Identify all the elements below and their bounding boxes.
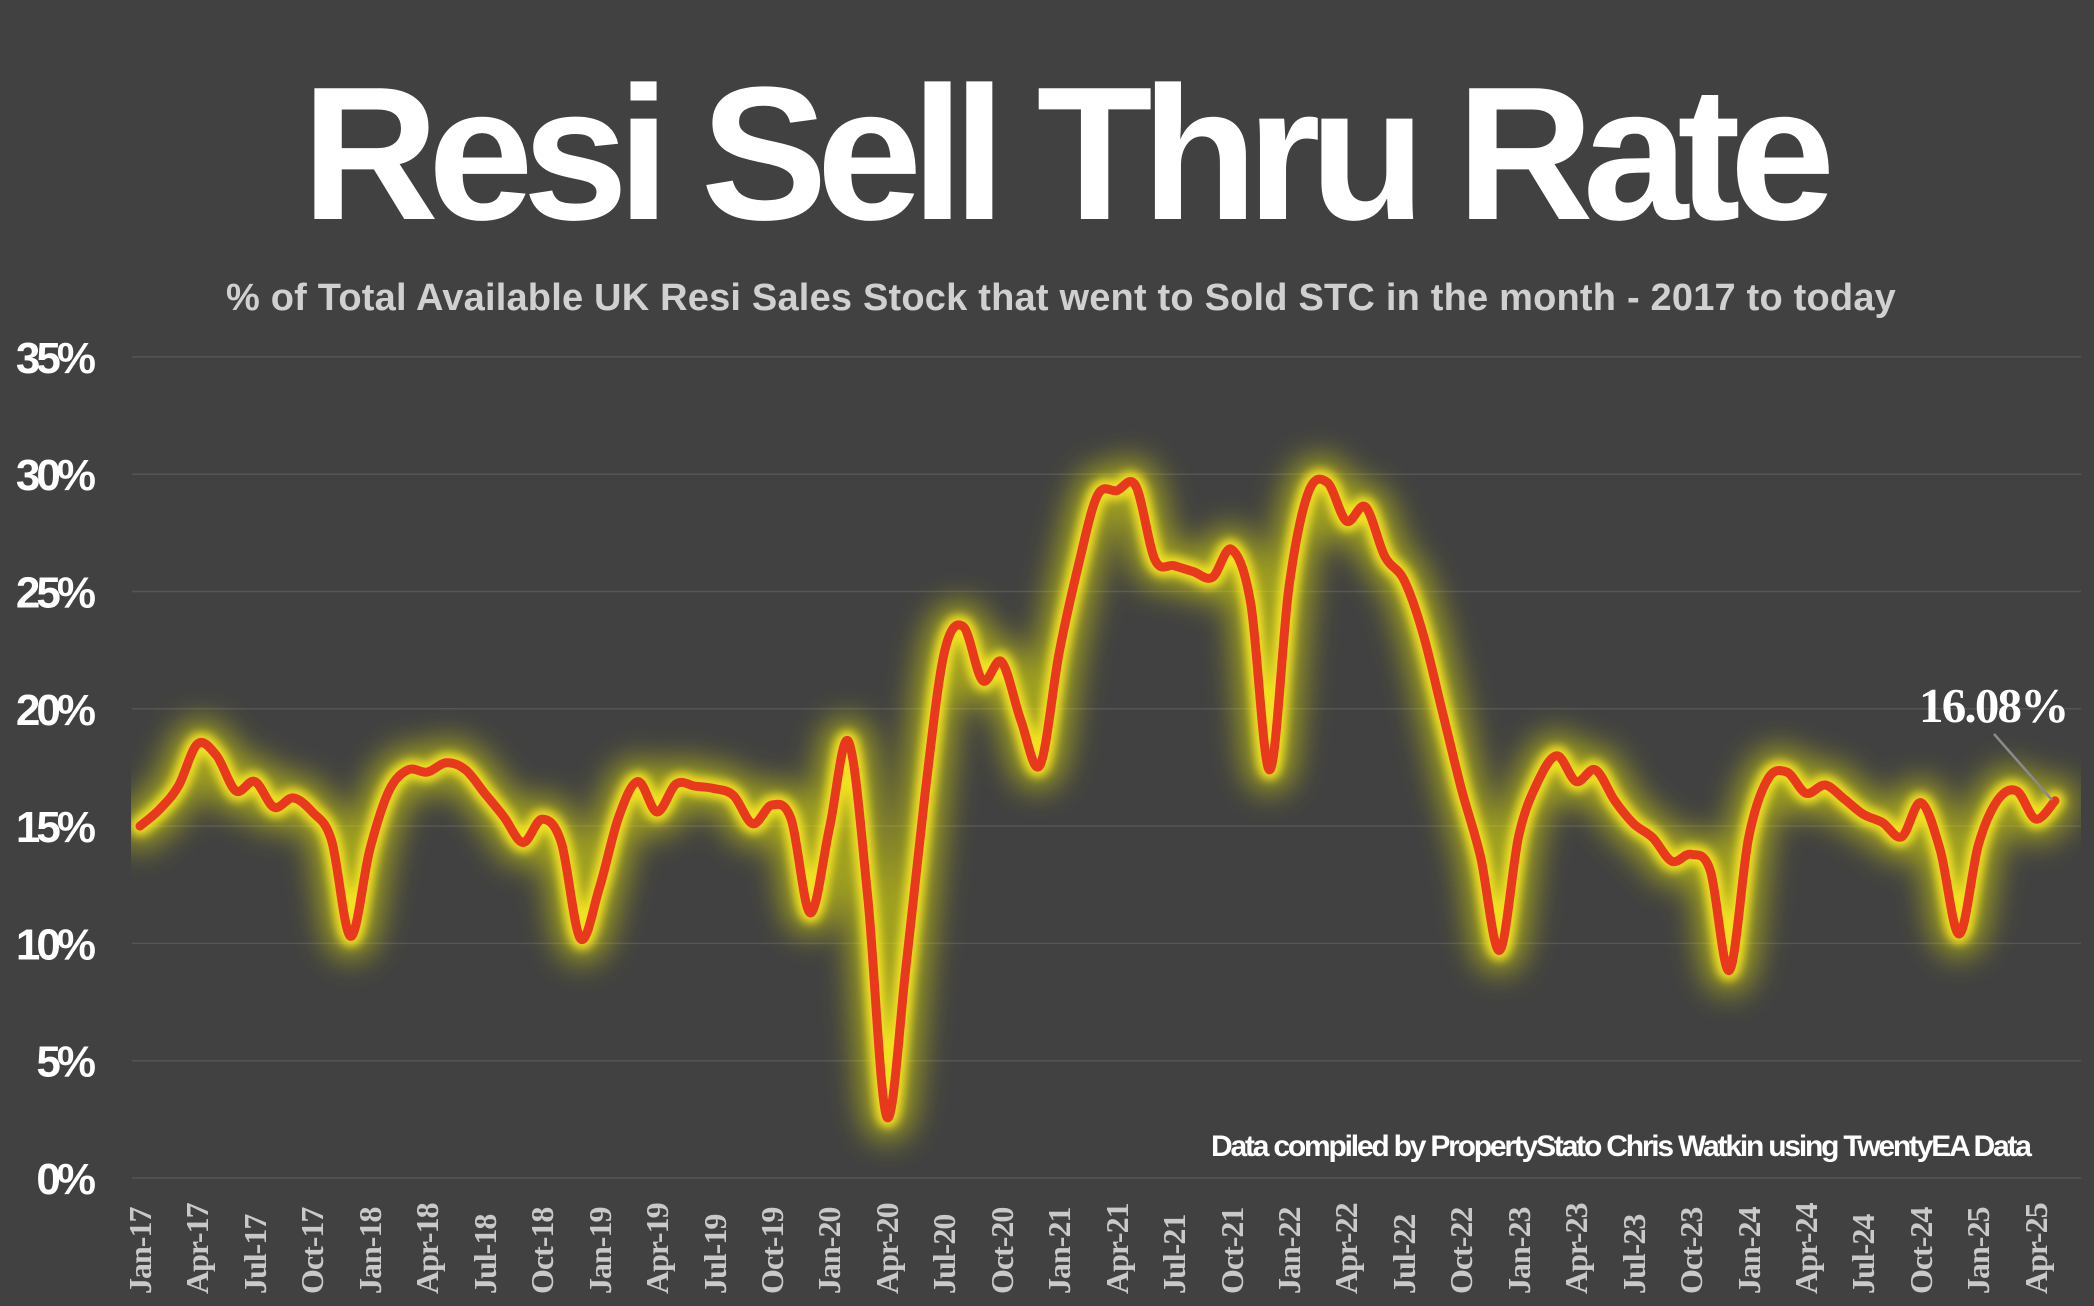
svg-text:Jan-17: Jan-17	[122, 1207, 158, 1294]
svg-text:0%: 0%	[36, 1155, 94, 1204]
svg-text:% of Total Available UK Resi S: % of Total Available UK Resi Sales Stock…	[226, 277, 1896, 319]
svg-text:Resi Sell Thru Rate: Resi Sell Thru Rate	[302, 48, 1830, 260]
svg-text:30%: 30%	[16, 451, 95, 500]
svg-text:Jan-21: Jan-21	[1041, 1208, 1077, 1294]
svg-text:Oct-22: Oct-22	[1443, 1208, 1479, 1294]
svg-text:Jul-24: Jul-24	[1845, 1214, 1881, 1294]
svg-text:Jan-20: Jan-20	[811, 1208, 847, 1294]
svg-text:Jul-21: Jul-21	[1156, 1215, 1192, 1294]
svg-text:Jan-22: Jan-22	[1271, 1208, 1307, 1294]
svg-text:Oct-20: Oct-20	[984, 1208, 1020, 1294]
svg-text:Apr-17: Apr-17	[179, 1202, 215, 1294]
svg-text:10%: 10%	[16, 920, 95, 969]
svg-text:Apr-24: Apr-24	[1788, 1202, 1824, 1294]
svg-text:Oct-21: Oct-21	[1214, 1208, 1250, 1294]
svg-text:Jul-23: Jul-23	[1616, 1215, 1652, 1294]
svg-text:Apr-18: Apr-18	[409, 1203, 445, 1294]
svg-text:Apr-20: Apr-20	[869, 1203, 905, 1294]
svg-text:5%: 5%	[36, 1038, 94, 1087]
svg-text:Jan-18: Jan-18	[352, 1208, 388, 1294]
svg-text:35%: 35%	[16, 334, 95, 383]
svg-text:Data compiled by PropertyStato: Data compiled by PropertyStato Chris Wat…	[1211, 1130, 2032, 1163]
svg-text:25%: 25%	[16, 569, 95, 618]
svg-text:Apr-22: Apr-22	[1328, 1203, 1364, 1294]
svg-text:Apr-21: Apr-21	[1099, 1203, 1135, 1294]
svg-text:Jul-22: Jul-22	[1386, 1215, 1422, 1294]
svg-text:Apr-25: Apr-25	[2018, 1203, 2054, 1294]
svg-text:Jan-19: Jan-19	[582, 1208, 618, 1294]
svg-text:Jan-25: Jan-25	[1960, 1208, 1996, 1294]
svg-text:Oct-19: Oct-19	[754, 1208, 790, 1294]
svg-text:Oct-18: Oct-18	[524, 1208, 560, 1294]
svg-text:Jul-17: Jul-17	[237, 1214, 273, 1294]
svg-text:Oct-17: Oct-17	[294, 1207, 330, 1294]
svg-text:15%: 15%	[16, 803, 95, 852]
svg-text:Jul-20: Jul-20	[926, 1215, 962, 1294]
svg-text:Apr-23: Apr-23	[1558, 1203, 1594, 1294]
svg-text:Jan-23: Jan-23	[1501, 1208, 1537, 1294]
svg-text:Apr-19: Apr-19	[639, 1203, 675, 1294]
svg-text:Jan-24: Jan-24	[1731, 1207, 1767, 1294]
svg-text:20%: 20%	[16, 686, 95, 735]
svg-text:Jul-19: Jul-19	[697, 1215, 733, 1294]
svg-text:Oct-23: Oct-23	[1673, 1208, 1709, 1294]
svg-text:Oct-24: Oct-24	[1903, 1207, 1939, 1294]
svg-text:16.08%: 16.08%	[1919, 678, 2067, 733]
svg-text:Jul-18: Jul-18	[467, 1215, 503, 1294]
